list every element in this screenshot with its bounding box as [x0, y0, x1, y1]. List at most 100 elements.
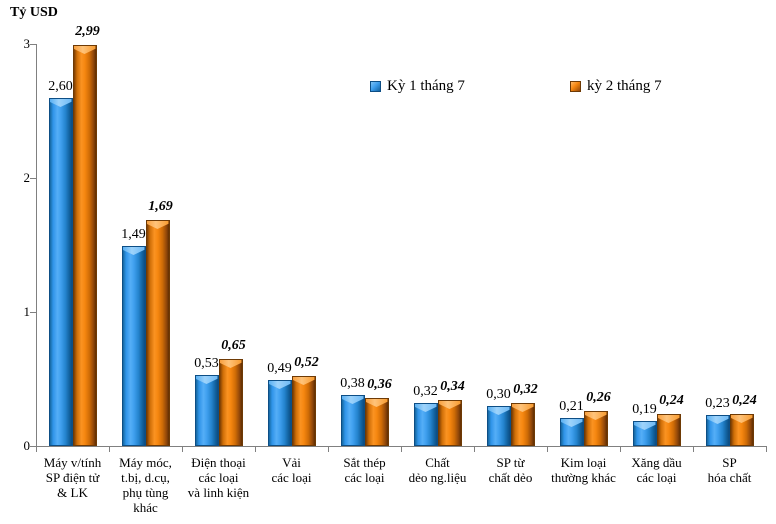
y-tick-label: 0	[23, 438, 31, 453]
bar-top-highlight	[268, 381, 291, 389]
bar-top-highlight	[414, 404, 437, 412]
bar-ky1-thang7	[48, 98, 73, 446]
legend-label-ky2: kỳ 2 tháng 7	[587, 78, 662, 94]
category-label-line: phụ tùng	[122, 485, 169, 500]
bar-ky2-thang7	[729, 414, 754, 446]
y-tick	[30, 44, 36, 45]
category-label-line: SP từ	[496, 455, 525, 470]
category-label: Máy v/tính SP điện tử & LK	[28, 455, 118, 500]
bar-top-highlight	[122, 247, 145, 255]
bar-top-highlight	[73, 46, 96, 54]
value-label-ky1: 0,32	[413, 384, 438, 399]
category-label: SP hóa chất	[685, 455, 775, 485]
bar-top-highlight	[584, 412, 607, 420]
x-tick	[36, 446, 37, 452]
y-axis-unit-label: Tỷ USD	[10, 5, 58, 20]
bar-ky1-thang7	[413, 403, 438, 446]
category-label-line: Chất	[425, 455, 450, 470]
bar-ky2-thang7	[364, 398, 389, 446]
value-label-ky1: 0,23	[705, 396, 730, 411]
value-label-ky2: 0,24	[659, 393, 684, 408]
category-label-line: Điện thoại	[191, 455, 246, 470]
x-tick	[255, 446, 256, 452]
bar-top-highlight	[560, 419, 583, 427]
y-tick-label: 3	[23, 36, 31, 51]
bar-top-highlight	[365, 399, 388, 407]
bar-ky1-thang7	[486, 406, 511, 446]
category-label: Máy móc, t.bị, d.cụ, phụ tùng khác	[101, 455, 191, 515]
category-label-line: Máy móc,	[119, 455, 172, 470]
bar-top-highlight	[438, 401, 461, 409]
bar-ky1-thang7	[559, 418, 584, 446]
x-tick	[182, 446, 183, 452]
category-label-line: và linh kiện	[187, 485, 250, 500]
x-tick	[547, 446, 548, 452]
category-label-line: các loại	[271, 470, 312, 485]
bar-ky1-thang7	[121, 246, 146, 446]
value-label-ky2: 0,36	[367, 377, 392, 392]
bar-top-highlight	[730, 415, 753, 423]
bar-ky1-thang7	[705, 415, 730, 446]
value-label-ky2: 0,52	[294, 355, 319, 370]
y-tick	[30, 446, 36, 447]
x-tick	[401, 446, 402, 452]
bar-ky2-thang7	[72, 45, 97, 446]
y-axis	[36, 44, 37, 446]
y-tick-label: 2	[23, 170, 31, 185]
bar-ky2-thang7	[510, 403, 535, 446]
category-label-line: Máy v/tính	[43, 455, 102, 470]
category-label-line: Xăng dầu	[631, 455, 682, 470]
y-tick-label: 1	[23, 304, 31, 319]
value-label-ky2: 1,69	[148, 199, 173, 214]
category-label: Kim loại thường khác	[539, 455, 629, 485]
value-label-ky1: 0,21	[559, 399, 584, 414]
category-label-line: t.bị, d.cụ,	[121, 470, 170, 485]
value-label-ky2: 2,99	[75, 24, 100, 39]
category-label: Sắt thép các loại	[320, 455, 410, 485]
category-label-line: thường khác	[551, 470, 616, 485]
category-label-line: các loại	[636, 470, 677, 485]
bar-top-highlight	[292, 377, 315, 385]
category-label: Điện thoại các loại và linh kiện	[174, 455, 264, 500]
category-label: SP từ chất dẻo	[466, 455, 556, 485]
value-label-ky1: 0,53	[194, 356, 219, 371]
x-tick	[328, 446, 329, 452]
bar-ky1-thang7	[632, 421, 657, 446]
category-label-line: chất dẻo	[488, 470, 533, 485]
bar-ky1-thang7	[194, 375, 219, 446]
bar-ky2-thang7	[656, 414, 681, 446]
value-label-ky2: 0,26	[586, 390, 611, 405]
bar-top-highlight	[487, 407, 510, 415]
category-label-line: SP	[722, 455, 737, 470]
x-tick	[766, 446, 767, 452]
category-label-line: Kim loại	[560, 455, 607, 470]
value-label-ky2: 0,24	[732, 393, 757, 408]
bar-ky2-thang7	[218, 359, 243, 446]
bar-top-highlight	[706, 416, 729, 424]
legend-swatch-ky1-icon	[370, 81, 381, 92]
bar-top-highlight	[633, 422, 656, 430]
category-label-line: SP điện tử	[45, 470, 100, 485]
value-label-ky1: 2,60	[48, 79, 73, 94]
category-label-line: hóa chất	[707, 470, 752, 485]
category-label-line: các loại	[344, 470, 385, 485]
value-label-ky2: 0,32	[513, 382, 538, 397]
category-label-line: dẻo ng.liệu	[408, 470, 467, 485]
bar-top-highlight	[341, 396, 364, 404]
category-label-line: khác	[133, 500, 158, 515]
legend-swatch-ky2-icon	[570, 81, 581, 92]
category-label-line: & LK	[57, 485, 88, 500]
category-label-line: các loại	[198, 470, 239, 485]
bar-top-highlight	[657, 415, 680, 423]
bar-top-highlight	[195, 376, 218, 384]
bar-ky2-thang7	[583, 411, 608, 446]
bar-ky1-thang7	[340, 395, 365, 446]
bar-ky2-thang7	[437, 400, 462, 446]
value-label-ky1: 0,19	[632, 402, 657, 417]
x-tick	[693, 446, 694, 452]
bar-ky2-thang7	[291, 376, 316, 446]
bar-top-highlight	[146, 221, 169, 229]
category-label: Vải các loại	[247, 455, 337, 485]
value-label-ky1: 0,38	[340, 376, 365, 391]
